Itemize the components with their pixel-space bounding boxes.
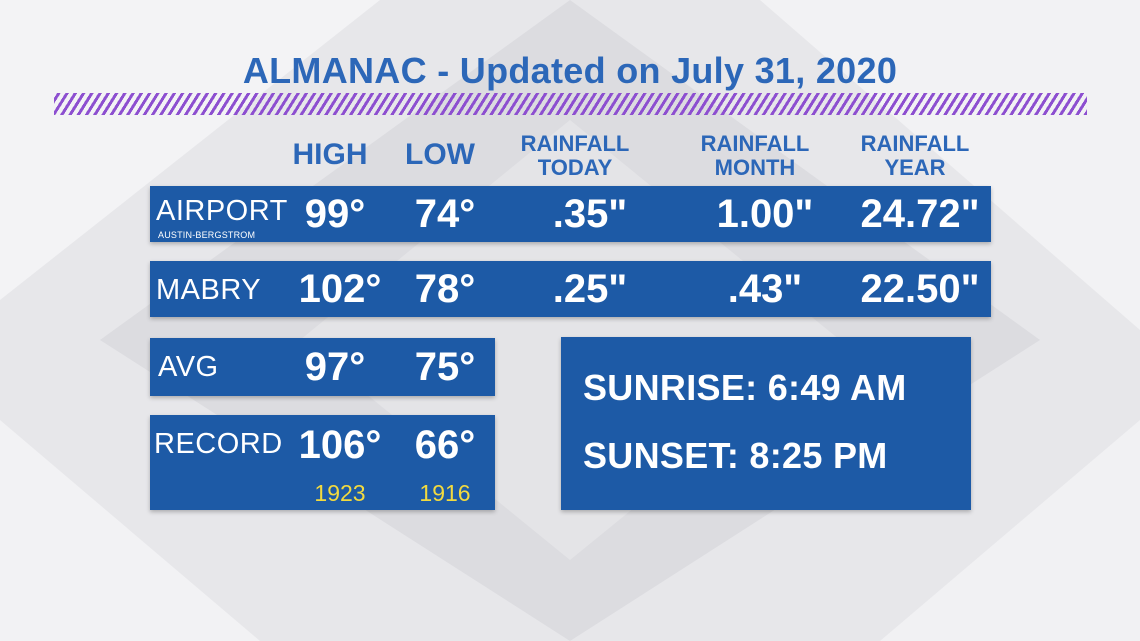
header-low: LOW	[405, 138, 475, 171]
mabry-high: 102°	[298, 267, 382, 311]
title-divider-stripe	[54, 93, 1087, 115]
airport-label: AIRPORT	[156, 195, 288, 227]
record-label: RECORD	[154, 428, 283, 460]
mabry-rain-year: 22.50"	[860, 267, 980, 311]
mabry-label: MABRY	[156, 274, 262, 306]
sunrise-text: SUNRISE: 6:49 AM	[583, 367, 907, 408]
airport-rain-today: .35"	[552, 192, 628, 236]
airport-rain-month: 1.00"	[716, 192, 814, 236]
airport-high: 99°	[304, 192, 366, 236]
mabry-rain-month: .43"	[727, 267, 803, 311]
sun-times-box: SUNRISE: 6:49 AM SUNSET: 8:25 PM	[561, 337, 971, 510]
header-rainfall-year: RAINFALL YEAR	[845, 132, 985, 180]
record-high: 106°	[298, 423, 382, 467]
airport-rain-year: 24.72"	[860, 192, 980, 236]
mabry-low: 78°	[414, 267, 476, 311]
header-high: HIGH	[292, 138, 368, 171]
record-low: 66°	[414, 423, 476, 467]
header-rainfall-year-line2: YEAR	[884, 155, 946, 180]
header-rainfall-today-line1: RAINFALL	[520, 131, 630, 156]
avg-high: 97°	[304, 345, 366, 389]
header-rainfall-month: RAINFALL MONTH	[685, 132, 825, 180]
header-rainfall-month-line1: RAINFALL	[700, 131, 810, 156]
header-rainfall-year-line1: RAINFALL	[860, 131, 970, 156]
record-low-year: 1916	[419, 480, 471, 506]
airport-low: 74°	[414, 192, 476, 236]
page-title: ALMANAC - Updated on July 31, 2020	[242, 50, 898, 91]
record-row: RECORD 106° 66° 1923 1916	[150, 415, 495, 510]
header-rainfall-month-line2: MONTH	[714, 155, 796, 180]
avg-row: AVG 97° 75°	[150, 338, 495, 396]
sunset-text: SUNSET: 8:25 PM	[583, 435, 888, 476]
header-rainfall-today-line2: TODAY	[537, 155, 613, 180]
airport-sublabel: AUSTIN-BERGSTROM	[158, 230, 256, 240]
mabry-rain-today: .25"	[552, 267, 628, 311]
header-rainfall-today: RAINFALL TODAY	[505, 132, 645, 180]
mabry-row: MABRY 102° 78° .25" .43" 22.50"	[150, 261, 991, 317]
record-high-year: 1923	[314, 480, 366, 506]
avg-low: 75°	[414, 345, 476, 389]
airport-row: AIRPORT AUSTIN-BERGSTROM 99° 74° .35" 1.…	[150, 186, 991, 242]
avg-label: AVG	[158, 351, 219, 383]
